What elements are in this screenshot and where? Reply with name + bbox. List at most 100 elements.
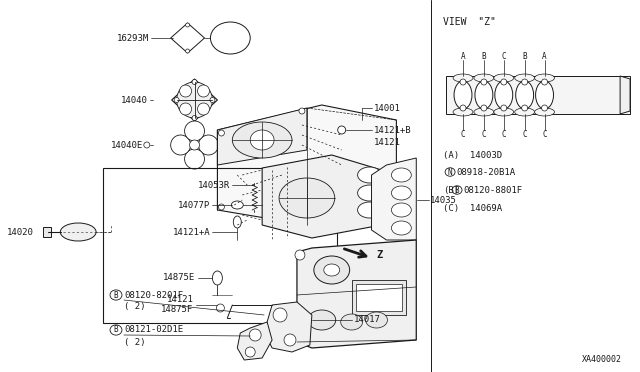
- Text: B: B: [114, 326, 118, 334]
- Ellipse shape: [536, 81, 554, 109]
- Polygon shape: [218, 105, 396, 225]
- Text: (C)  14069A: (C) 14069A: [443, 203, 502, 212]
- Ellipse shape: [177, 82, 212, 118]
- Text: C: C: [542, 129, 547, 138]
- Bar: [103, 168, 337, 323]
- Ellipse shape: [218, 204, 225, 210]
- Ellipse shape: [516, 81, 534, 109]
- Text: 14121: 14121: [166, 295, 193, 305]
- Ellipse shape: [180, 103, 191, 115]
- Text: VIEW  "Z": VIEW "Z": [443, 17, 496, 27]
- Polygon shape: [172, 79, 218, 121]
- Ellipse shape: [314, 256, 349, 284]
- Ellipse shape: [541, 105, 548, 111]
- Text: 14053R: 14053R: [198, 180, 230, 189]
- Ellipse shape: [210, 97, 215, 103]
- Polygon shape: [372, 158, 416, 240]
- Ellipse shape: [198, 85, 209, 97]
- Text: C: C: [522, 129, 527, 138]
- Text: 14121: 14121: [374, 138, 401, 147]
- Ellipse shape: [453, 108, 473, 116]
- Ellipse shape: [474, 74, 494, 82]
- Text: C: C: [502, 51, 506, 61]
- Ellipse shape: [249, 329, 261, 341]
- Ellipse shape: [338, 126, 346, 134]
- Ellipse shape: [184, 121, 205, 141]
- Text: 16293M: 16293M: [116, 33, 148, 42]
- Text: 14077P: 14077P: [178, 201, 211, 209]
- Text: 14875F: 14875F: [161, 305, 193, 314]
- Polygon shape: [297, 240, 416, 348]
- Ellipse shape: [180, 85, 191, 97]
- Text: B: B: [455, 186, 460, 195]
- Text: 14017: 14017: [354, 315, 381, 324]
- Ellipse shape: [358, 202, 381, 218]
- Text: N: N: [448, 167, 452, 176]
- Ellipse shape: [340, 314, 363, 330]
- Ellipse shape: [495, 81, 513, 109]
- Text: A: A: [461, 51, 465, 61]
- Ellipse shape: [324, 264, 340, 276]
- Text: B: B: [114, 291, 118, 299]
- Ellipse shape: [392, 221, 412, 235]
- Text: C: C: [481, 129, 486, 138]
- Ellipse shape: [494, 108, 514, 116]
- Text: 08120-8201F: 08120-8201F: [124, 291, 183, 299]
- Ellipse shape: [232, 122, 292, 158]
- Text: 14035: 14035: [430, 196, 457, 205]
- Ellipse shape: [522, 79, 527, 85]
- Ellipse shape: [144, 142, 150, 148]
- Ellipse shape: [515, 108, 534, 116]
- Ellipse shape: [174, 97, 179, 103]
- Ellipse shape: [250, 130, 274, 150]
- Ellipse shape: [358, 167, 381, 183]
- Ellipse shape: [515, 74, 534, 82]
- Text: ( 2): ( 2): [124, 337, 145, 346]
- Text: (A)  14003D: (A) 14003D: [443, 151, 502, 160]
- Ellipse shape: [231, 201, 243, 209]
- Text: 14020: 14020: [6, 228, 33, 237]
- Text: B: B: [522, 51, 527, 61]
- Ellipse shape: [522, 105, 527, 111]
- Polygon shape: [237, 322, 272, 360]
- Ellipse shape: [216, 304, 225, 312]
- Text: B: B: [481, 51, 486, 61]
- Ellipse shape: [198, 103, 209, 115]
- Text: ( 2): ( 2): [124, 302, 145, 311]
- Text: 14121+B: 14121+B: [374, 125, 411, 135]
- Ellipse shape: [110, 325, 122, 335]
- Ellipse shape: [198, 135, 218, 155]
- Text: 14875E: 14875E: [163, 273, 196, 282]
- Ellipse shape: [358, 185, 381, 201]
- Text: 14040: 14040: [121, 96, 148, 105]
- Text: 14121+A: 14121+A: [173, 228, 211, 237]
- Ellipse shape: [245, 347, 255, 357]
- Ellipse shape: [295, 335, 305, 345]
- Ellipse shape: [453, 74, 473, 82]
- Ellipse shape: [494, 74, 514, 82]
- Ellipse shape: [454, 81, 472, 109]
- Ellipse shape: [171, 135, 191, 155]
- Text: C: C: [461, 129, 465, 138]
- Polygon shape: [171, 23, 205, 53]
- Ellipse shape: [534, 108, 554, 116]
- Ellipse shape: [475, 81, 493, 109]
- Ellipse shape: [392, 168, 412, 182]
- Ellipse shape: [445, 168, 455, 176]
- Ellipse shape: [474, 108, 494, 116]
- Ellipse shape: [392, 203, 412, 217]
- Ellipse shape: [184, 149, 205, 169]
- Ellipse shape: [460, 79, 466, 85]
- Ellipse shape: [273, 308, 287, 322]
- Ellipse shape: [212, 271, 222, 285]
- Text: 08121-02D1E: 08121-02D1E: [124, 326, 183, 334]
- Ellipse shape: [308, 310, 336, 330]
- Bar: [351, 280, 406, 315]
- Ellipse shape: [192, 80, 197, 84]
- Polygon shape: [218, 108, 307, 165]
- Text: 08120-8801F: 08120-8801F: [463, 186, 522, 195]
- Ellipse shape: [279, 178, 335, 218]
- Bar: [44, 227, 51, 237]
- Polygon shape: [262, 155, 381, 238]
- Text: (B): (B): [443, 186, 460, 195]
